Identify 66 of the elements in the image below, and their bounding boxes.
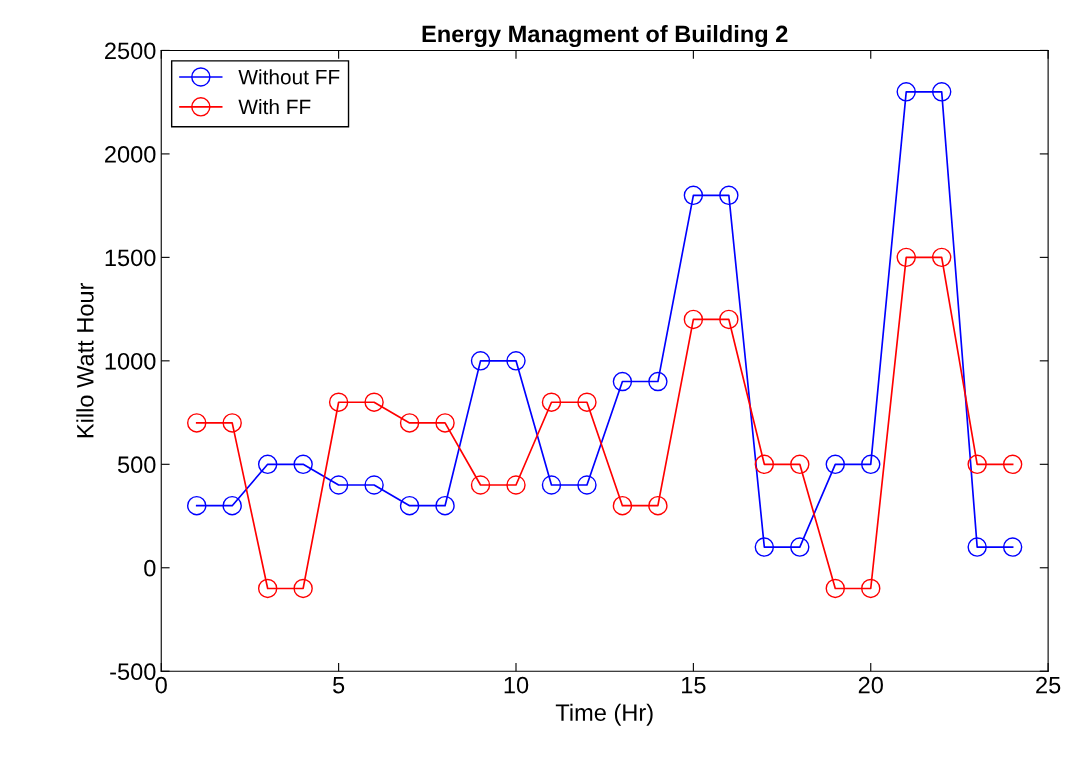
point (790, 537, 810, 557)
point (399, 495, 420, 516)
point (541, 392, 562, 412)
point (754, 454, 775, 475)
point (967, 537, 987, 557)
x-tick-label: 15 (682, 676, 706, 694)
y-tick-label: 1000 (105, 352, 156, 370)
point (719, 185, 739, 206)
point (222, 413, 242, 433)
point (577, 392, 597, 412)
point (790, 454, 810, 475)
point (967, 454, 987, 475)
y-tick-label: 2500 (105, 42, 156, 60)
point (931, 82, 952, 102)
point (754, 537, 775, 557)
point (577, 475, 597, 495)
x-tick-label: 5 (333, 676, 345, 694)
point (435, 413, 455, 433)
point (612, 495, 633, 516)
y-tick-label: 2000 (105, 145, 156, 163)
point (861, 454, 881, 475)
point (683, 309, 704, 330)
point (435, 495, 455, 516)
point (506, 351, 526, 371)
y-axis-title: Killo Watt Hour (76, 282, 94, 438)
legend-label: Without FF (238, 69, 340, 85)
x-tick-label: 10 (504, 676, 529, 694)
point (896, 247, 916, 268)
x-tick-label: 20 (858, 676, 883, 694)
point (648, 371, 668, 392)
point (257, 454, 278, 475)
y-tick-label: -500 (110, 663, 156, 681)
point (825, 578, 845, 599)
x-tick-label: 0 (155, 676, 167, 694)
point (187, 413, 207, 433)
chart-title: Energy Managment of Building 2 (422, 25, 788, 48)
point (328, 475, 349, 495)
point (931, 247, 952, 268)
y-tick-label: 0 (144, 559, 156, 577)
point (683, 185, 704, 206)
point (364, 475, 384, 495)
point (470, 475, 491, 495)
legend-label: With FF (238, 99, 311, 115)
point (1002, 454, 1023, 475)
point (470, 351, 491, 371)
point (187, 495, 207, 516)
point (222, 495, 242, 516)
point (648, 495, 668, 516)
x-tick-label: 25 (1036, 676, 1061, 694)
point (1002, 537, 1023, 557)
point (364, 392, 384, 412)
point (506, 475, 526, 495)
x-axis-title: Time (Hr) (555, 703, 653, 726)
y-tick-label: 1500 (105, 249, 156, 267)
point (399, 413, 420, 433)
point (293, 454, 313, 475)
point (719, 309, 739, 330)
point (257, 578, 278, 599)
point (293, 578, 313, 599)
point (612, 371, 633, 392)
point (825, 454, 845, 475)
point (861, 578, 881, 599)
point (541, 475, 562, 495)
point (896, 82, 916, 102)
y-tick-label: 500 (117, 456, 156, 474)
point (328, 392, 349, 412)
